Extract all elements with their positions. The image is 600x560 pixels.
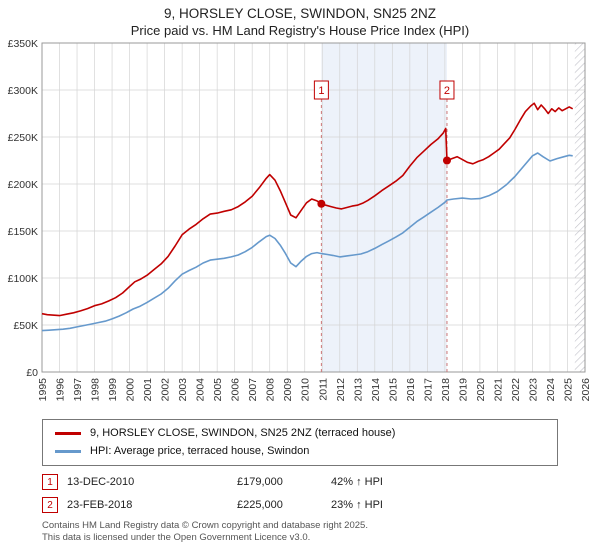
x-tick-label: 2003 xyxy=(177,378,189,402)
y-tick-label: £350K xyxy=(8,39,38,50)
y-tick-label: £300K xyxy=(8,85,38,97)
sale-marker-label: 1 xyxy=(318,85,324,97)
x-tick-label: 2006 xyxy=(230,378,242,402)
x-tick-label: 2021 xyxy=(492,378,504,402)
x-tick-label: 2025 xyxy=(562,378,574,402)
y-tick-label: £250K xyxy=(8,132,38,144)
y-tick-label: £200K xyxy=(8,179,38,191)
legend-label-property: 9, HORSLEY CLOSE, SWINDON, SN25 2NZ (ter… xyxy=(90,427,396,440)
sale-2-number-box: 2 xyxy=(42,497,58,514)
chart-legend: 9, HORSLEY CLOSE, SWINDON, SN25 2NZ (ter… xyxy=(42,419,558,467)
sale-row-2: 2 23-FEB-2018 £225,000 23% ↑ HPI xyxy=(42,497,600,514)
x-tick-label: 2026 xyxy=(580,378,592,402)
x-tick-label: 2014 xyxy=(370,378,382,402)
page-subtitle: Price paid vs. HM Land Registry's House … xyxy=(130,22,470,38)
sale-marker-label: 2 xyxy=(444,85,450,97)
x-tick-label: 2024 xyxy=(545,378,557,402)
y-tick-label: £0 xyxy=(26,367,38,379)
footer-line-2: This data is licensed under the Open Gov… xyxy=(42,532,311,544)
hpi-line-swatch xyxy=(55,450,81,454)
x-tick-label: 1997 xyxy=(72,378,84,402)
y-tick-label: £50K xyxy=(13,320,38,332)
x-tick-label: 2007 xyxy=(247,378,259,402)
sale-row-1: 1 13-DEC-2010 £179,000 42% ↑ HPI xyxy=(42,474,600,491)
legend-item-hpi: HPI: Average price, terraced house, Swin… xyxy=(55,443,545,461)
x-tick-label: 2013 xyxy=(352,378,364,402)
sale-marker-dot xyxy=(317,199,326,208)
x-tick-label: 2011 xyxy=(317,378,329,401)
sale-2-hpi-change: 23% ↑ HPI xyxy=(331,499,383,512)
sale-marker-box xyxy=(313,80,329,100)
sale-2-price: £225,000 xyxy=(237,499,283,512)
x-tick-label: 2004 xyxy=(195,378,207,402)
license-footer: Contains HM Land Registry data © Crown c… xyxy=(42,520,600,544)
sale-marker-dot xyxy=(442,156,451,165)
x-tick-label: 1995 xyxy=(37,378,49,402)
legend-item-property: 9, HORSLEY CLOSE, SWINDON, SN25 2NZ (ter… xyxy=(55,425,545,443)
x-tick-label: 2000 xyxy=(125,378,137,402)
footer-line-1: Contains HM Land Registry data © Crown c… xyxy=(42,520,368,532)
sale-annotations: 1 13-DEC-2010 £179,000 42% ↑ HPI 2 23-FE… xyxy=(42,474,600,514)
plot-border xyxy=(41,42,586,373)
sale-2-date: 23-FEB-2018 xyxy=(67,499,133,512)
price-history-chart: 1 2 £0 £50K £100K £150K £200K £250K £300K £350K 19… xyxy=(8,39,592,402)
x-tick-label: 2002 xyxy=(160,378,172,402)
y-tick-label: £150K xyxy=(8,226,38,238)
x-tick-label: 2017 xyxy=(422,378,434,402)
x-tick-label: 1998 xyxy=(90,378,102,402)
property-line-swatch xyxy=(55,432,81,436)
sale-1-date: 13-DEC-2010 xyxy=(67,476,135,489)
x-tick-label: 2022 xyxy=(510,378,522,402)
x-tick-label: 2019 xyxy=(457,378,469,402)
sale-1-hpi-change: 42% ↑ HPI xyxy=(331,476,383,489)
sale-1-price: £179,000 xyxy=(237,476,283,489)
future-hatched-region xyxy=(574,43,585,373)
page-title: 9, HORSLEY CLOSE, SWINDON, SN25 2NZ xyxy=(163,6,437,21)
x-tick-label: 2009 xyxy=(282,378,294,402)
x-tick-label: 2018 xyxy=(440,378,452,402)
x-tick-label: 2020 xyxy=(475,378,487,402)
y-tick-label: £100K xyxy=(8,273,38,285)
title-block: 9, HORSLEY CLOSE, SWINDON, SN25 2NZ Pric… xyxy=(0,0,600,39)
x-tick-label: 2015 xyxy=(387,378,399,402)
x-tick-label: 2005 xyxy=(212,378,224,402)
x-tick-label: 1996 xyxy=(55,378,67,402)
series-line-1 xyxy=(41,152,573,332)
x-tick-label: 2023 xyxy=(527,378,539,402)
x-tick-label: 1999 xyxy=(107,378,119,402)
x-tick-label: 2001 xyxy=(142,378,154,402)
sale-1-number-box: 1 xyxy=(42,474,58,491)
x-tick-label: 2016 xyxy=(405,378,417,402)
series-line-0 xyxy=(41,102,574,317)
x-tick-label: 2008 xyxy=(265,378,277,402)
sale-marker-box xyxy=(439,80,455,100)
x-tick-label: 2012 xyxy=(335,378,347,402)
between-sales-shading xyxy=(321,43,447,373)
legend-label-hpi: HPI: Average price, terraced house, Swin… xyxy=(90,444,310,457)
x-tick-label: 2010 xyxy=(300,378,312,402)
